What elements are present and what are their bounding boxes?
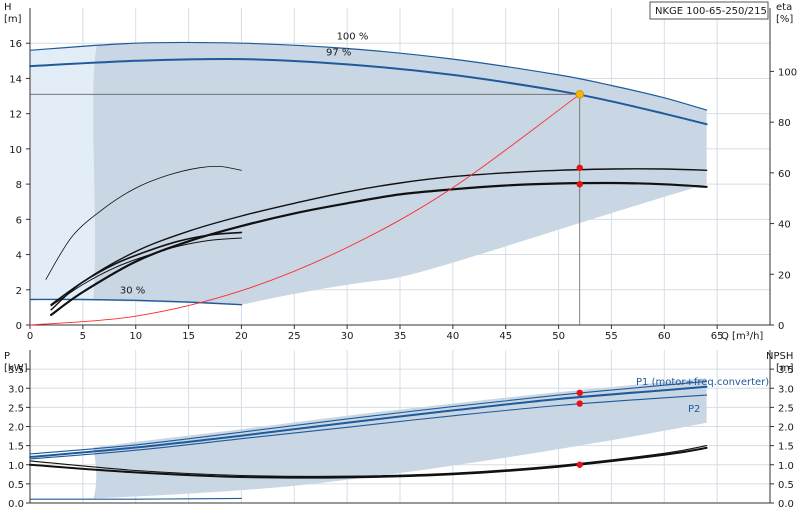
lower-y-tick-label: 0.5 [8, 480, 24, 491]
lower-y-tick-label: 3.0 [8, 384, 24, 395]
eta-curve-max [50, 168, 708, 311]
lower-y2-tick-label: 2.5 [778, 403, 794, 414]
y2-tick-label: 100 [778, 67, 797, 78]
upper-y2-axis-label-line2: [%] [776, 14, 793, 25]
lower-y2-tick-label: 0.5 [778, 480, 794, 491]
lower-y-tick-label: 1.0 [8, 461, 24, 472]
lower-series-4 [29, 446, 708, 479]
lower-y2-tick-label: 3.0 [778, 384, 794, 395]
x-tick-label: 45 [499, 331, 512, 342]
power-area-band [93, 378, 707, 499]
efficiency-point [576, 181, 583, 188]
y-tick-label: 14 [9, 74, 22, 85]
y2-tick-label: 60 [778, 169, 791, 180]
lower-y2-tick-label: 1.0 [778, 461, 794, 472]
y-tick-label: 10 [9, 145, 22, 156]
lower-y-tick-label: 1.5 [8, 442, 24, 453]
operating-area-band [30, 42, 707, 305]
lower-y-tick-label: 2.5 [8, 403, 24, 414]
lower-y-axis-label-line2: [kW] [4, 363, 28, 374]
y-tick-label: 8 [16, 180, 22, 191]
eta-curve-low-thick [50, 231, 243, 306]
x-tick-label: 5 [80, 331, 86, 342]
x-tick-label: 10 [129, 331, 142, 342]
upper-panel: 0 5 10 15 20 25 30 35 40 45 50 55 60 65 0 2 4 6 8 10 12 14 16… [4, 1, 797, 342]
eta-curve-low-thin [45, 165, 242, 280]
curve-label: 100 % [337, 32, 369, 43]
lower-y2-axis-label-line1: NPSH [766, 351, 793, 362]
lower-y2-tick-label: 1.5 [778, 442, 794, 453]
lower-series-0 [29, 380, 708, 455]
x-tick-label: 50 [552, 331, 565, 342]
lower-y2-tick-label: 2.0 [778, 423, 794, 434]
lower-y2-tick-label: 0.0 [778, 499, 794, 510]
legend-p1: P1 (motor+freq.converter) [636, 377, 769, 388]
eta-curve-97 [50, 181, 708, 316]
lower-y-ticks: 0.0 0.5 1.0 1.5 2.0 2.5 3.0 3.5 [8, 365, 30, 510]
curve-label: 97 % [326, 48, 351, 59]
y2-tick-label: 0 [778, 321, 784, 332]
x-tick-label: 30 [341, 331, 354, 342]
operating-point-lower [576, 400, 583, 407]
x-tick-label: 40 [446, 331, 459, 342]
lower-y2-ticks: 0.0 0.5 1.0 1.5 2.0 2.5 3.0 3.5 [770, 365, 794, 510]
operating-area-light [30, 45, 97, 301]
x-tick-label: 55 [605, 331, 618, 342]
upper-points [575, 90, 584, 188]
lower-panel: 0.0 0.5 1.0 1.5 2.0 2.5 3.0 3.5 0.0 0.5 1.0 1.5 2.0… [4, 350, 794, 510]
model-label-box [649, 1, 769, 20]
operating-point-lower [576, 461, 583, 468]
model-label: NKGE 100-65-250/215 [655, 6, 767, 17]
x-tick-label: 60 [658, 331, 671, 342]
upper-y-axis-label-line1: H [4, 2, 12, 13]
lower-y2-axis-label-line2: [m] [776, 363, 794, 374]
lower-series-3 [29, 445, 708, 477]
duty-point [575, 90, 584, 99]
lower-y-tick-label: 2.0 [8, 423, 24, 434]
head-curve-30 [29, 298, 243, 306]
y2-tick-label: 80 [778, 118, 791, 129]
upper-y-ticks: 0 2 4 6 8 10 12 14 16 [9, 39, 30, 332]
y-tick-label: 4 [16, 251, 22, 262]
x-tick-label: 65 [711, 331, 724, 342]
lower-y-tick-label: 0.0 [8, 499, 24, 510]
system-curve [29, 93, 581, 326]
upper-curve-labels: 100 % 97 % 30 % [120, 32, 368, 297]
x-tick-label: 0 [27, 331, 33, 342]
x-tick-label: 25 [288, 331, 301, 342]
lower-points [576, 389, 583, 468]
y-tick-label: 12 [9, 110, 22, 121]
lower-y-tick-label: 3.5 [8, 365, 24, 376]
lower-y2-tick-label: 3.5 [778, 365, 794, 376]
eta-curve-low-mid [50, 237, 242, 307]
upper-curves [29, 41, 708, 326]
lower-curves [29, 380, 708, 500]
legend-p2: P2 [688, 404, 700, 415]
x-tick-label: 35 [394, 331, 407, 342]
y-tick-label: 16 [9, 39, 22, 50]
upper-y-axis-label-line2: [m] [4, 14, 22, 25]
x-tick-label: 15 [182, 331, 195, 342]
upper-x-axis-label: Q [m³/h] [721, 331, 763, 342]
y-tick-label: 0 [16, 321, 22, 332]
lower-series-5 [29, 497, 242, 500]
lower-series-2 [29, 385, 708, 459]
lower-series-1 [29, 394, 708, 460]
head-curve-97 [29, 57, 708, 126]
curve-label: 30 % [120, 285, 145, 296]
y-tick-label: 2 [16, 286, 22, 297]
y2-tick-label: 40 [778, 220, 791, 231]
head-curve-100 [29, 41, 708, 111]
upper-y2-axis-label-line1: eta [776, 2, 792, 13]
upper-y2-ticks: 0 20 40 60 80 100 [770, 67, 797, 332]
x-tick-label: 20 [235, 331, 248, 342]
upper-x-ticks: 0 5 10 15 20 25 30 35 40 45 50 55 60 65 [27, 325, 724, 342]
lower-y-axis-label-line1: P [4, 351, 10, 362]
efficiency-point [576, 164, 583, 171]
y-tick-label: 6 [16, 215, 22, 226]
operating-point-lower [576, 389, 583, 397]
y2-tick-label: 20 [778, 270, 791, 281]
